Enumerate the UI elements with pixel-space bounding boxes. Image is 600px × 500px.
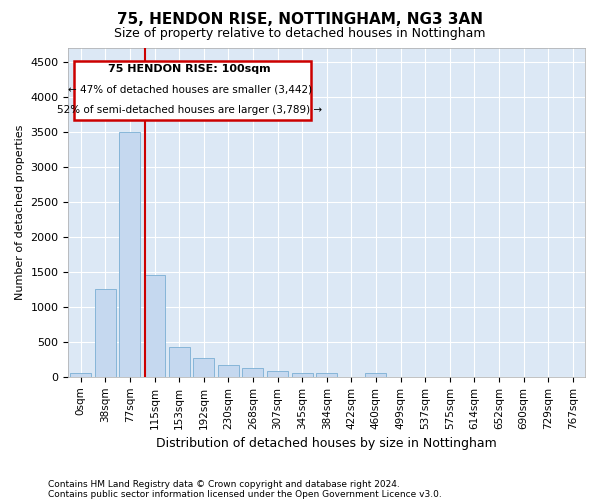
FancyBboxPatch shape [74, 60, 311, 120]
Text: Size of property relative to detached houses in Nottingham: Size of property relative to detached ho… [114, 28, 486, 40]
Text: ← 47% of detached houses are smaller (3,442): ← 47% of detached houses are smaller (3,… [68, 84, 312, 94]
Bar [292, 372, 313, 377]
Bar [242, 368, 263, 377]
Bar [365, 374, 386, 377]
Bar [218, 365, 239, 377]
X-axis label: Distribution of detached houses by size in Nottingham: Distribution of detached houses by size … [157, 437, 497, 450]
Bar [267, 371, 288, 377]
Text: 75, HENDON RISE, NOTTINGHAM, NG3 3AN: 75, HENDON RISE, NOTTINGHAM, NG3 3AN [117, 12, 483, 28]
Bar [316, 374, 337, 377]
Bar [169, 346, 190, 377]
Text: Contains public sector information licensed under the Open Government Licence v3: Contains public sector information licen… [48, 490, 442, 499]
Bar [119, 132, 140, 377]
Text: 75 HENDON RISE: 100sqm: 75 HENDON RISE: 100sqm [109, 64, 271, 74]
Y-axis label: Number of detached properties: Number of detached properties [15, 124, 25, 300]
Bar [70, 374, 91, 377]
Text: 52% of semi-detached houses are larger (3,789) →: 52% of semi-detached houses are larger (… [57, 105, 322, 115]
Bar [95, 289, 116, 377]
Bar [193, 358, 214, 377]
Bar [144, 275, 165, 377]
Text: Contains HM Land Registry data © Crown copyright and database right 2024.: Contains HM Land Registry data © Crown c… [48, 480, 400, 489]
